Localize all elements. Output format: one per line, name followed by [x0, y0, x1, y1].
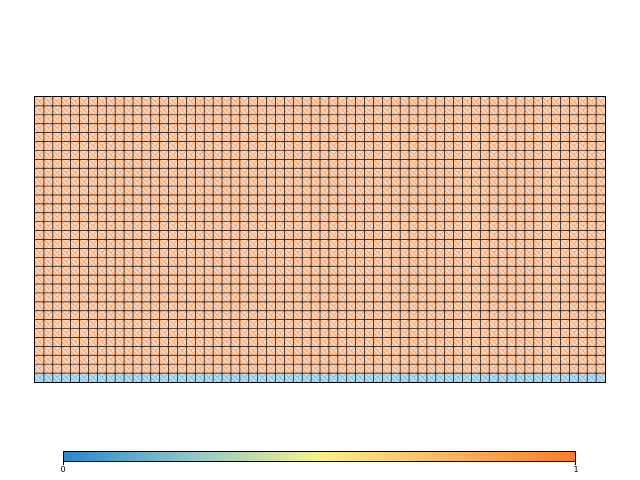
colorbar — [63, 451, 576, 462]
colorbar-tick-min — [63, 462, 64, 465]
element-subdivision-high — [34, 96, 606, 374]
mesh-boundary — [34, 96, 606, 383]
element-grid-lines — [35, 97, 605, 382]
colorbar-max-label: 1 — [573, 465, 579, 474]
colorbar-min-label: 0 — [60, 465, 66, 474]
colorbar-tick-max — [575, 462, 576, 465]
mesh-elements — [34, 96, 606, 383]
element-subdivision-low — [34, 372, 606, 383]
